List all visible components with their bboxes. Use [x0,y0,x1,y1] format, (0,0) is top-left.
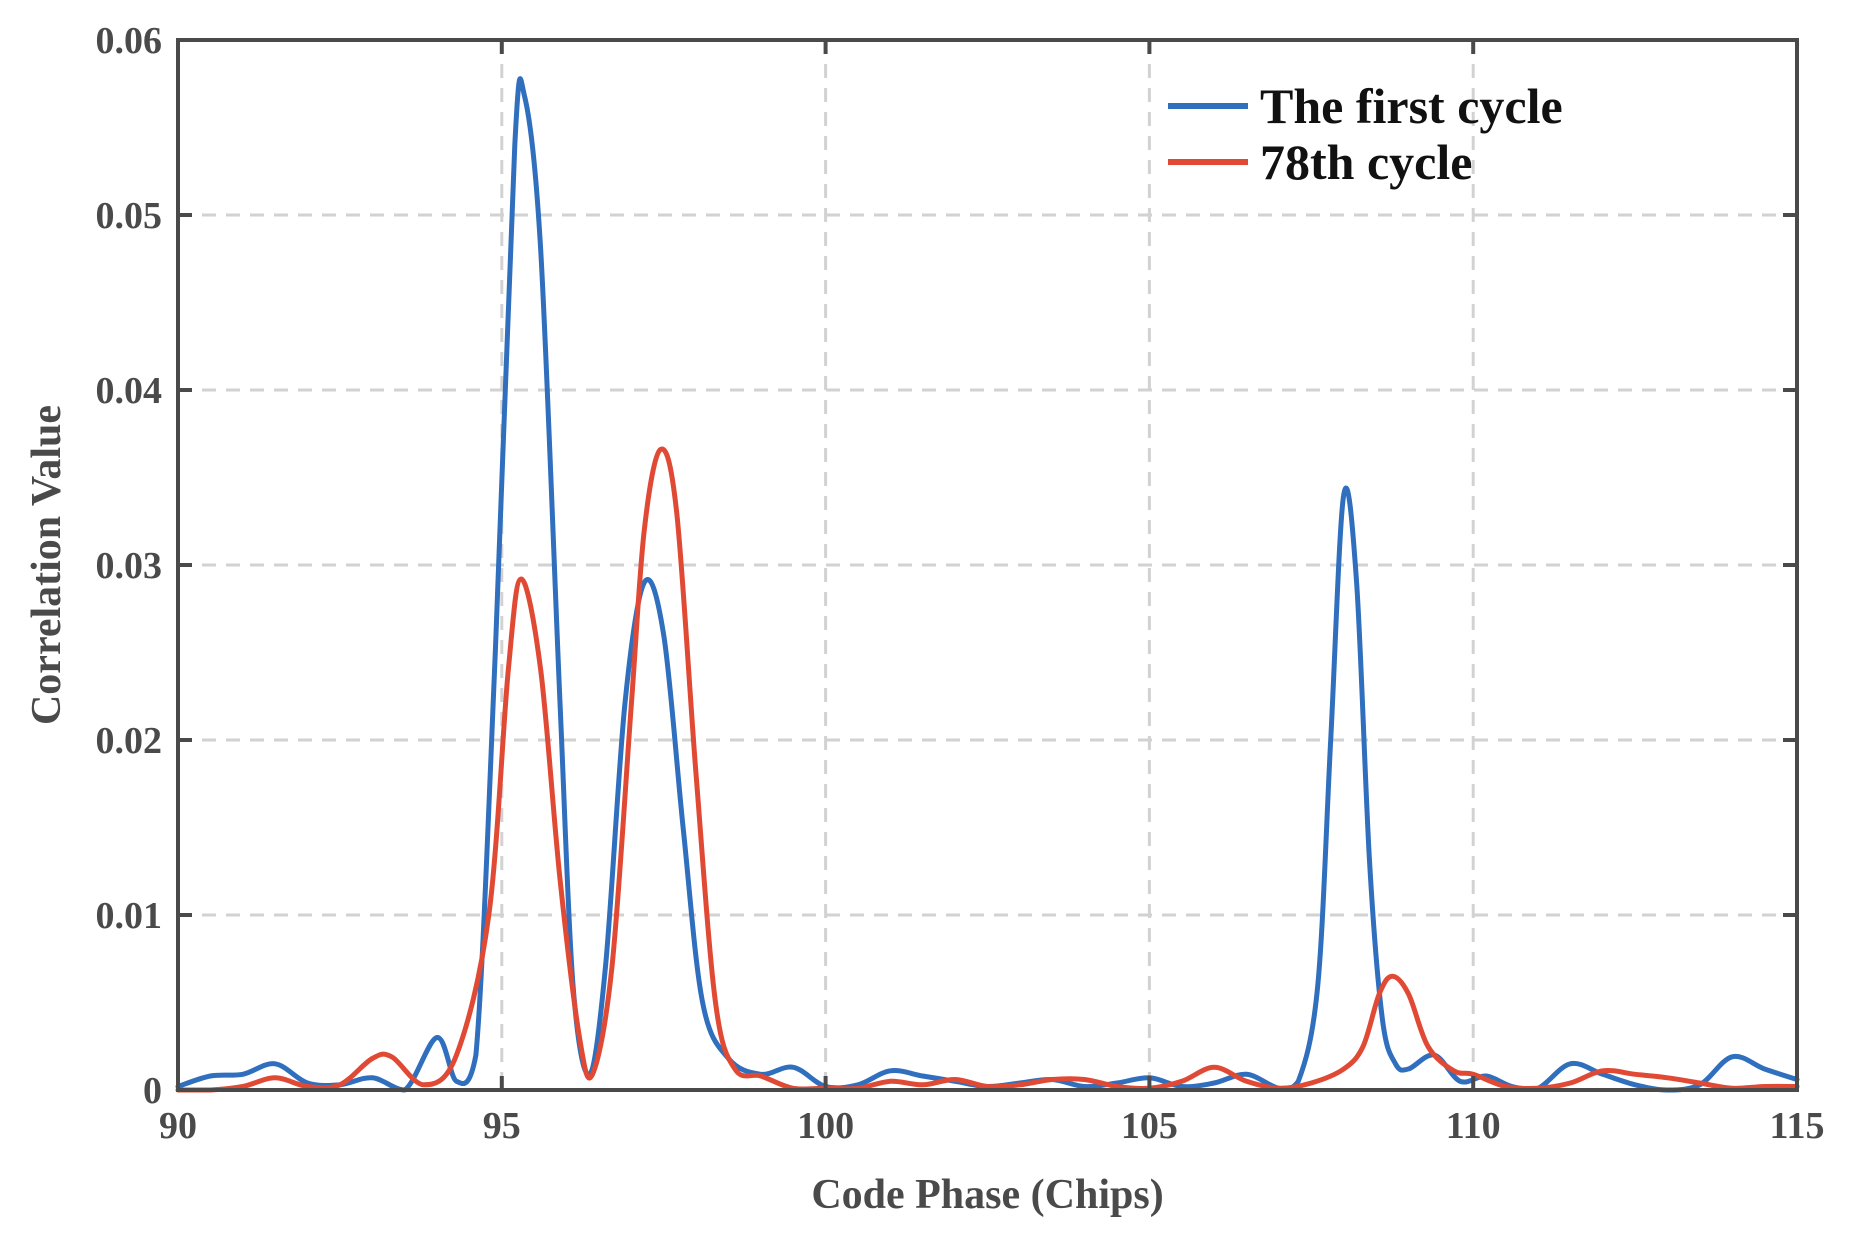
legend-label-first-cycle: The first cycle [1260,78,1563,134]
tick-layer: 90 95 100 105 110 115 0 0.01 0.02 0.03 0.04 0.05 0.0… [96,20,1825,1147]
series-line-first-cycle [175,76,1800,1093]
x-tick-label: 100 [797,1105,854,1147]
x-axis-title: Code Phase (Chips) [811,1172,1163,1218]
y-tick-label: 0.05 [96,195,163,237]
x-tick-label: 115 [1770,1105,1825,1147]
y-axis-title: Correlation Value [24,405,70,725]
x-tick-label: 105 [1121,1105,1178,1147]
legend-label-78th-cycle: 78th cycle [1260,134,1472,190]
legend: The first cycle 78th cycle [1168,78,1563,190]
x-tick-label: 110 [1446,1105,1501,1147]
grid-lines [178,40,1797,1090]
y-tick-label: 0.06 [96,20,163,62]
y-tick-label: 0 [143,1070,162,1112]
x-tick-label: 90 [159,1105,197,1147]
y-tick-label: 0.02 [96,720,163,762]
y-tick-label: 0.03 [96,545,163,587]
y-tick-label: 0.01 [96,895,163,937]
x-tick-label: 95 [483,1105,521,1147]
y-tick-label: 0.04 [96,370,163,412]
